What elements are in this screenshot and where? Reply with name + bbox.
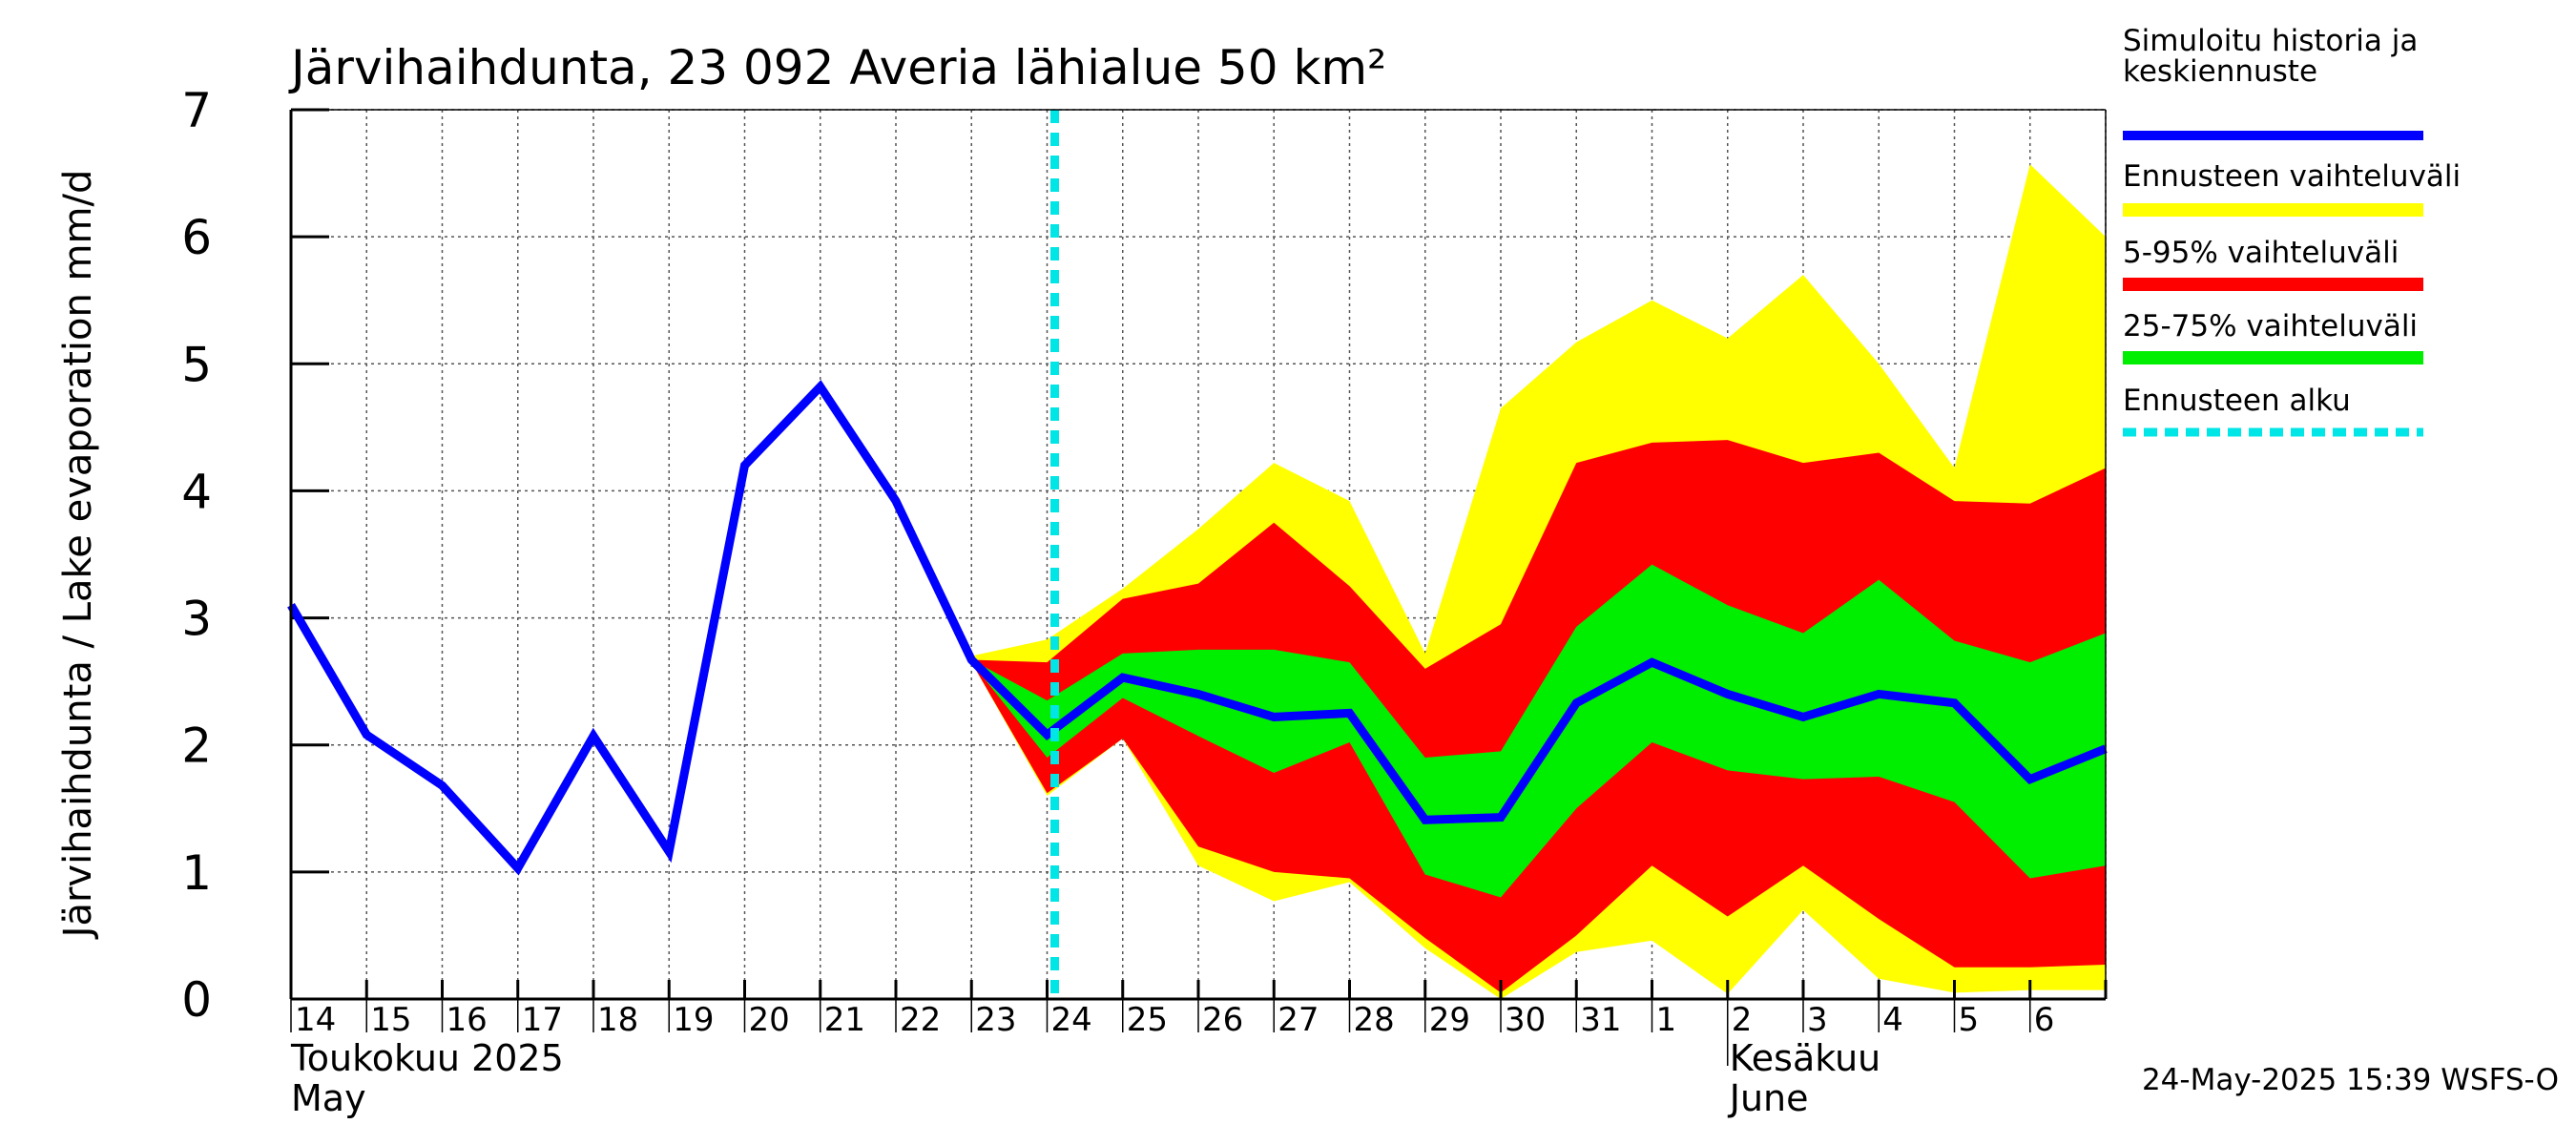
footer-timestamp: 24-May-2025 15:39 WSFS-O [2142,1063,2559,1097]
y-tick-label: 6 [181,210,212,265]
y-tick-label: 2 [181,718,212,774]
x-tick-label: 1 [1656,1001,1677,1039]
x-tick-label: 15 [370,1001,411,1039]
x-tick-label: 28 [1354,1001,1395,1039]
x-tick-label: 4 [1882,1001,1903,1039]
band-25-75 [971,564,2106,898]
x-tick-label: 20 [749,1001,790,1039]
x-tick-label: 26 [1202,1001,1243,1039]
legend-label: Simuloitu historia ja [2123,24,2418,58]
x-tick-label: 24 [1051,1001,1092,1039]
y-tick-label: 7 [181,83,212,138]
x-tick-label: 25 [1127,1001,1168,1039]
x-tick-label: 23 [975,1001,1016,1039]
x-tick-label: 14 [295,1001,336,1039]
x-tick-label: 31 [1580,1001,1621,1039]
legend-label: Ennusteen vaihteluväli [2123,159,2461,194]
median-line [287,380,2108,876]
x-tick-label: 16 [447,1001,488,1039]
series-lines [287,110,2108,999]
axes [289,109,2107,1001]
x-tick-label: 6 [2034,1001,2055,1039]
legend-label: 25-75% vaihteluväli [2123,309,2418,344]
x-tick-label: 17 [522,1001,563,1039]
x-tick-label: 18 [597,1001,638,1039]
legend-label: 5-95% vaihteluväli [2123,236,2399,270]
month-label: May [291,1077,366,1119]
x-tick-label: 5 [1959,1001,1980,1039]
x-tick-label: 3 [1807,1001,1828,1039]
x-tick-label: 2 [1732,1001,1753,1039]
y-tick-label: 0 [181,972,212,1028]
x-tick-label: 19 [673,1001,714,1039]
y-tick-label: 1 [181,845,212,901]
y-tick-label: 5 [181,337,212,392]
month-label: Toukokuu 2025 [290,1037,564,1079]
x-tick-labels: 14 15 16 17 18 19 20 21 22 23 24 25 26 27 28 29 30 31 1 2 3 4… [295,1001,2054,1039]
x-tick-label: 29 [1429,1001,1470,1039]
y-tick-labels: 0 1 2 3 4 5 6 7 [181,83,212,1028]
x-tick-label: 21 [824,1001,865,1039]
x-tick-label: 30 [1505,1001,1546,1039]
forecast-bands [971,164,2106,999]
month-label: June [1728,1077,1809,1119]
y-tick-label: 3 [181,592,212,647]
x-tick-label: 27 [1278,1001,1319,1039]
y-tick-label: 4 [181,464,212,519]
chart-title: Järvihaihdunta, 23 092 Averia lähialue 5… [288,40,1386,95]
x-tick-label: 22 [900,1001,941,1039]
y-axis-label: Järvihaihdunta / Lake evaporation mm/d [56,170,100,941]
legend-label: Ennusteen alku [2123,384,2351,418]
legend-label: keskiennuste [2123,54,2317,89]
month-label: Kesäkuu [1730,1037,1881,1079]
